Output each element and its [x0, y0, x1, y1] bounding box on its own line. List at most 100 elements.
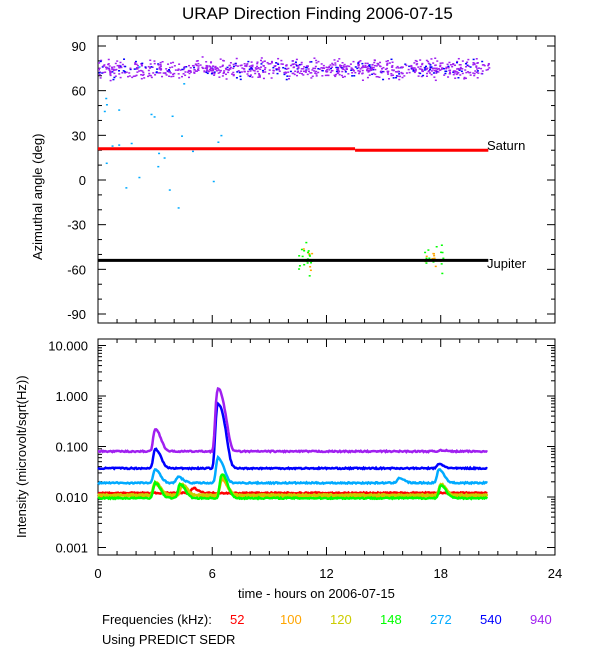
azimuth-point-940: [289, 70, 292, 73]
azimuth-point-940: [392, 74, 395, 76]
azimuth-point-940: [452, 71, 455, 73]
azimuth-point-940: [102, 71, 105, 74]
azimuth-point-940: [140, 77, 143, 80]
azimuth-point-940: [143, 77, 146, 79]
azimuth-point-940: [317, 67, 320, 70]
azimuth-point-940: [449, 72, 452, 75]
y-tick-label: 0.010: [55, 490, 88, 505]
azimuth-point-940: [398, 75, 401, 78]
legend-item-272: 272: [430, 612, 452, 627]
azimuth-point-940: [287, 67, 290, 70]
azimuth-point-940: [455, 73, 458, 76]
azimuth-point-940: [162, 72, 165, 74]
azimuth-point-940: [413, 67, 416, 69]
azimuth-point-940: [359, 60, 362, 62]
azimuth-point-940: [476, 77, 479, 79]
azimuth-point-940: [351, 72, 354, 74]
azimuth-point-940: [394, 71, 397, 73]
azimuth-point-940: [259, 59, 262, 62]
azimuth-point-940: [371, 63, 374, 66]
azimuth-point-272: [181, 135, 184, 137]
azimuth-point-940: [205, 64, 208, 67]
azimuth-point-940: [448, 61, 451, 64]
top-panel-frame: [97, 35, 556, 324]
azimuth-point-940: [214, 65, 217, 68]
azimuth-point-940: [105, 68, 108, 70]
azimuth-point-940: [472, 72, 475, 74]
azimuth-point-940: [251, 64, 254, 67]
y-tick-label: -60: [67, 262, 86, 277]
azimuth-point-940: [374, 73, 377, 76]
azimuth-point-940: [417, 66, 420, 68]
azimuth-point-940: [401, 72, 404, 75]
azimuth-point-940: [439, 62, 442, 64]
azimuth-point-940: [109, 74, 112, 77]
azimuth-point-940: [331, 66, 334, 69]
azimuth-point-272: [157, 165, 160, 168]
azimuth-point-940: [305, 66, 308, 69]
azimuth-point-940: [334, 62, 337, 64]
azimuth-point-940: [135, 66, 138, 69]
azimuth-point-940: [309, 61, 312, 63]
azimuth-point-940: [368, 64, 371, 66]
azimuth-point-940: [262, 77, 265, 80]
azimuth-point-940: [477, 72, 480, 74]
azimuth-point-940: [440, 68, 443, 70]
azimuth-point-940: [232, 73, 235, 76]
azimuth-point-940: [150, 76, 153, 79]
azimuth-point-940: [245, 65, 248, 68]
azimuth-point-940: [357, 64, 360, 67]
azimuth-point-940: [159, 65, 162, 67]
azimuth-point-940: [425, 68, 428, 71]
azimuth-point-940: [321, 69, 324, 72]
azimuth-point-940: [216, 67, 219, 69]
top-y-axis-label: Azimuthal angle (deg): [30, 133, 45, 260]
y-tick-label: 1.000: [55, 389, 88, 404]
azimuth-point-940: [253, 70, 256, 72]
azimuth-point-940: [280, 59, 283, 62]
azimuth-point-940: [196, 70, 199, 72]
azimuth-point-940: [416, 63, 419, 65]
azimuth-point-940: [357, 72, 360, 75]
azimuth-point-940: [442, 67, 445, 70]
azimuth-point-940: [345, 65, 348, 68]
azimuth-point-940: [206, 69, 209, 72]
azimuth-point-940: [408, 65, 411, 68]
azimuth-point-940: [136, 64, 139, 67]
azimuth-point-940: [165, 68, 168, 70]
azimuth-point-940: [368, 65, 371, 68]
azimuth-point-940: [343, 66, 346, 68]
azimuth-point-940: [256, 70, 259, 73]
legend-title: Frequencies (kHz):: [102, 612, 212, 627]
azimuth-point-940: [104, 66, 107, 68]
azimuth-point-940: [382, 66, 385, 69]
azimuth-point-940: [213, 74, 216, 76]
bottom-y-axis-label: Intensity (microvolt/sqrt(Hz)): [14, 375, 29, 538]
azimuth-point-940: [224, 67, 227, 70]
azimuth-point-940: [313, 70, 316, 72]
azimuth-point-940: [109, 71, 112, 73]
azimuth-point-940: [209, 69, 212, 72]
azimuth-point-940: [270, 77, 273, 79]
azimuth-point-940: [388, 78, 391, 80]
azimuth-point-940: [434, 70, 437, 72]
azimuth-point-148: [434, 265, 437, 268]
azimuth-point-940: [444, 72, 447, 75]
azimuth-point-940: [363, 66, 366, 68]
azimuth-point-940: [112, 78, 115, 81]
azimuth-point-940: [325, 66, 328, 69]
azimuth-point-940: [149, 67, 152, 69]
azimuth-point-940: [236, 71, 239, 73]
azimuth-point-940: [178, 77, 181, 79]
azimuth-point-272: [153, 116, 156, 118]
azimuth-point-940: [429, 67, 432, 70]
azimuth-point-940: [391, 66, 394, 68]
azimuth-point-940: [174, 69, 177, 71]
azimuth-point-940: [433, 76, 436, 78]
azimuth-point-940: [390, 74, 393, 77]
azimuth-point-940: [447, 67, 450, 69]
azimuth-point-940: [153, 62, 156, 65]
azimuth-point-940: [238, 71, 241, 74]
azimuth-point-940: [310, 72, 313, 74]
azimuth-point-940: [347, 73, 350, 75]
